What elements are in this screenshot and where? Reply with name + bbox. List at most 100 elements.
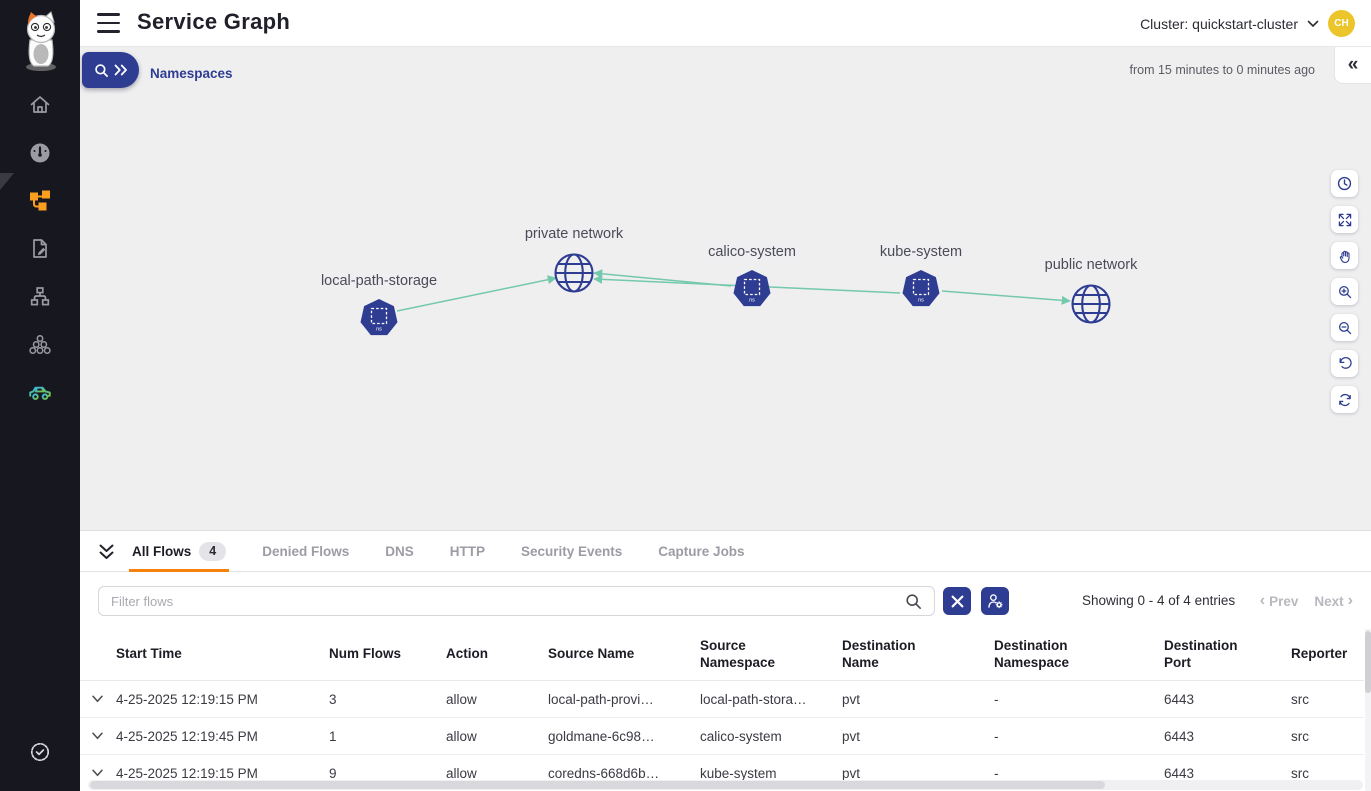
zoom-in-icon [1338,285,1351,298]
graph-node-namespace[interactable]: local-path-storage ns [317,273,441,337]
scrollbar-thumb[interactable] [90,781,1105,789]
table-row[interactable]: 4-25-2025 12:19:15 PM 3 allow local-path… [80,681,1364,718]
tab-http[interactable]: HTTP [450,531,485,571]
flows-table-header: Start Time Num Flows Action Source Name … [80,629,1364,681]
cell-destination-port: 6443 [1164,728,1195,744]
chevron-left-icon: ‹ [1259,592,1266,609]
search-icon [94,63,108,77]
menu-icon[interactable] [97,13,120,33]
column-header: Destination Port [1164,638,1238,670]
next-page-button[interactable]: Next › [1314,593,1353,609]
tab-all-flows[interactable]: All Flows 4 [128,531,230,572]
tab-label: All Flows [132,543,192,559]
tab-label: Security Events [521,543,623,559]
double-chevron-down-icon[interactable] [97,542,117,560]
search-icon[interactable] [905,593,922,610]
clear-filter-button[interactable] [943,587,971,615]
pan-mode-button[interactable] [1331,242,1358,269]
column-header: Destination Name [842,638,916,670]
cell-action: allow [446,765,477,781]
column-header: Action [446,646,488,662]
cell-start-time: 4-25-2025 12:19:15 PM [116,765,258,781]
flows-panel: All Flows 4 Denied Flows DNS HTTP Securi… [80,530,1371,791]
user-gear-icon [988,594,1003,609]
cell-destination-name: pvt [842,691,861,707]
avatar[interactable]: CH [1328,10,1355,37]
cell-destination-name: pvt [842,728,861,744]
tab-capture-jobs[interactable]: Capture Jobs [658,531,744,571]
fit-screen-button[interactable] [1331,206,1358,233]
chevron-down-icon [1307,20,1319,27]
tab-security-events[interactable]: Security Events [521,531,622,571]
prev-page-button[interactable]: ‹ Prev [1260,593,1299,609]
badge-check-icon[interactable] [20,732,60,772]
sidebar-active-notch [0,173,14,190]
clock-icon [1337,176,1352,191]
breadcrumb[interactable]: Namespaces [150,66,233,81]
cell-num-flows: 9 [329,765,337,781]
refresh-icon [1338,393,1351,406]
cell-source-name: local-path-provi… [548,691,654,707]
tab-dns[interactable]: DNS [385,531,414,571]
graph-node-label: public network [1041,257,1141,273]
filter-flows-input[interactable] [98,586,935,616]
chevron-right-icon: › [1347,592,1353,609]
graph-edges [396,269,1071,312]
main-content: Namespaces from 15 minutes to 0 minutes … [80,47,1371,791]
graph-node-network[interactable]: public network [1041,257,1141,325]
graph-node-network[interactable]: private network [521,226,627,294]
gauge-icon[interactable] [20,133,60,173]
table-horizontal-scrollbar[interactable] [88,780,1363,790]
zoom-in-button[interactable] [1331,278,1358,305]
cell-start-time: 4-25-2025 12:19:45 PM [116,728,258,744]
report-edit-icon[interactable] [20,229,60,269]
cell-reporter: src [1291,691,1309,707]
cell-destination-namespace: - [994,728,999,744]
time-range-label: from 15 minutes to 0 minutes ago [1129,63,1315,77]
top-header: Service Graph Cluster: quickstart-cluste… [80,0,1371,47]
service-graph-icon[interactable] [20,181,60,221]
cluster-selector-label: Cluster: quickstart-cluster [1140,15,1298,32]
cell-num-flows: 1 [329,728,337,744]
prev-label: Prev [1269,593,1299,609]
customize-columns-button[interactable] [981,587,1009,615]
cell-destination-name: pvt [842,765,861,781]
double-chevron-left-icon: « [1347,54,1359,75]
pan-hand-icon [1339,250,1350,263]
cell-num-flows: 3 [329,691,337,707]
time-settings-button[interactable] [1331,170,1358,197]
refresh-button[interactable] [1331,386,1358,413]
undo-layout-button[interactable] [1331,350,1358,377]
graph-search-toggle[interactable] [82,52,139,88]
graph-node-namespace[interactable]: kube-system ns [876,244,966,308]
column-header: Num Flows [329,646,402,662]
home-icon[interactable] [20,85,60,125]
cell-action: allow [446,728,477,744]
zoom-out-button[interactable] [1331,314,1358,341]
sitemap-icon[interactable] [20,277,60,317]
expand-row-chevron-icon[interactable] [88,769,116,777]
collapse-panel-toggle[interactable]: « [1334,47,1371,84]
cluster-selector[interactable]: Cluster: quickstart-cluster [1140,16,1319,32]
tab-label: Capture Jobs [658,543,745,559]
expand-row-chevron-icon[interactable] [88,732,116,740]
tab-denied-flows[interactable]: Denied Flows [262,531,349,571]
cluster-icon[interactable] [20,325,60,365]
node-badge-ns: ns [749,298,755,304]
car-icon[interactable] [20,372,60,412]
table-vertical-scrollbar[interactable] [1365,629,1371,791]
cell-reporter: src [1291,765,1309,781]
cell-source-namespace: kube-system [700,765,777,781]
showing-entries-label: Showing 0 - 4 of 4 entries [1082,593,1236,608]
table-row[interactable]: 4-25-2025 12:19:45 PM 1 allow goldmane-6… [80,718,1364,755]
cell-source-name: coredns-668d6b… [548,765,660,781]
column-header: Reporter [1291,646,1348,662]
pagination: ‹ Prev Next › [1260,586,1353,616]
tab-label: Denied Flows [262,543,350,559]
cell-action: allow [446,691,477,707]
scrollbar-thumb[interactable] [1365,631,1371,693]
expand-row-chevron-icon[interactable] [88,695,116,703]
graph-node-namespace[interactable]: calico-system ns [705,244,799,308]
undo-icon [1339,356,1352,369]
calico-logo[interactable] [18,10,64,72]
